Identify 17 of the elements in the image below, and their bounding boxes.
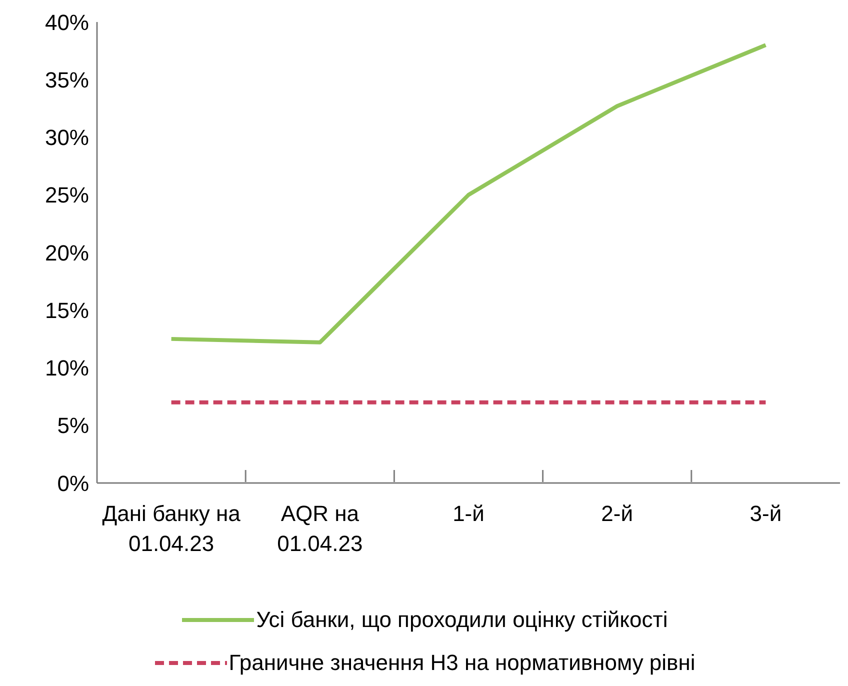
- y-tick-label: 35%: [44, 67, 89, 92]
- legend-label: Усі банки, що проходили оцінку стійкості: [256, 606, 668, 632]
- y-tick-label: 0%: [57, 470, 89, 496]
- y-tick-label: 20%: [44, 240, 89, 266]
- x-tick-label: 3-й: [750, 501, 782, 526]
- line-series: [169, 43, 768, 344]
- y-tick-label: 25%: [44, 182, 89, 208]
- y-tick-label: 30%: [44, 125, 89, 150]
- x-tick-label: Дані банку на 01.04.23: [102, 501, 242, 556]
- y-tick-label: 10%: [44, 356, 89, 381]
- y-tick-label: 40%: [44, 10, 89, 35]
- x-tick-label: 2-й: [601, 501, 634, 526]
- x-tick-label: AQR на 01.04.23: [277, 501, 363, 556]
- x-tick-label: 1-й: [452, 501, 484, 526]
- y-tick-label: 5%: [57, 413, 89, 438]
- legend-label: Граничне значення Н3 на нормативному рівні: [228, 650, 696, 676]
- y-tick-label: 15%: [44, 298, 89, 323]
